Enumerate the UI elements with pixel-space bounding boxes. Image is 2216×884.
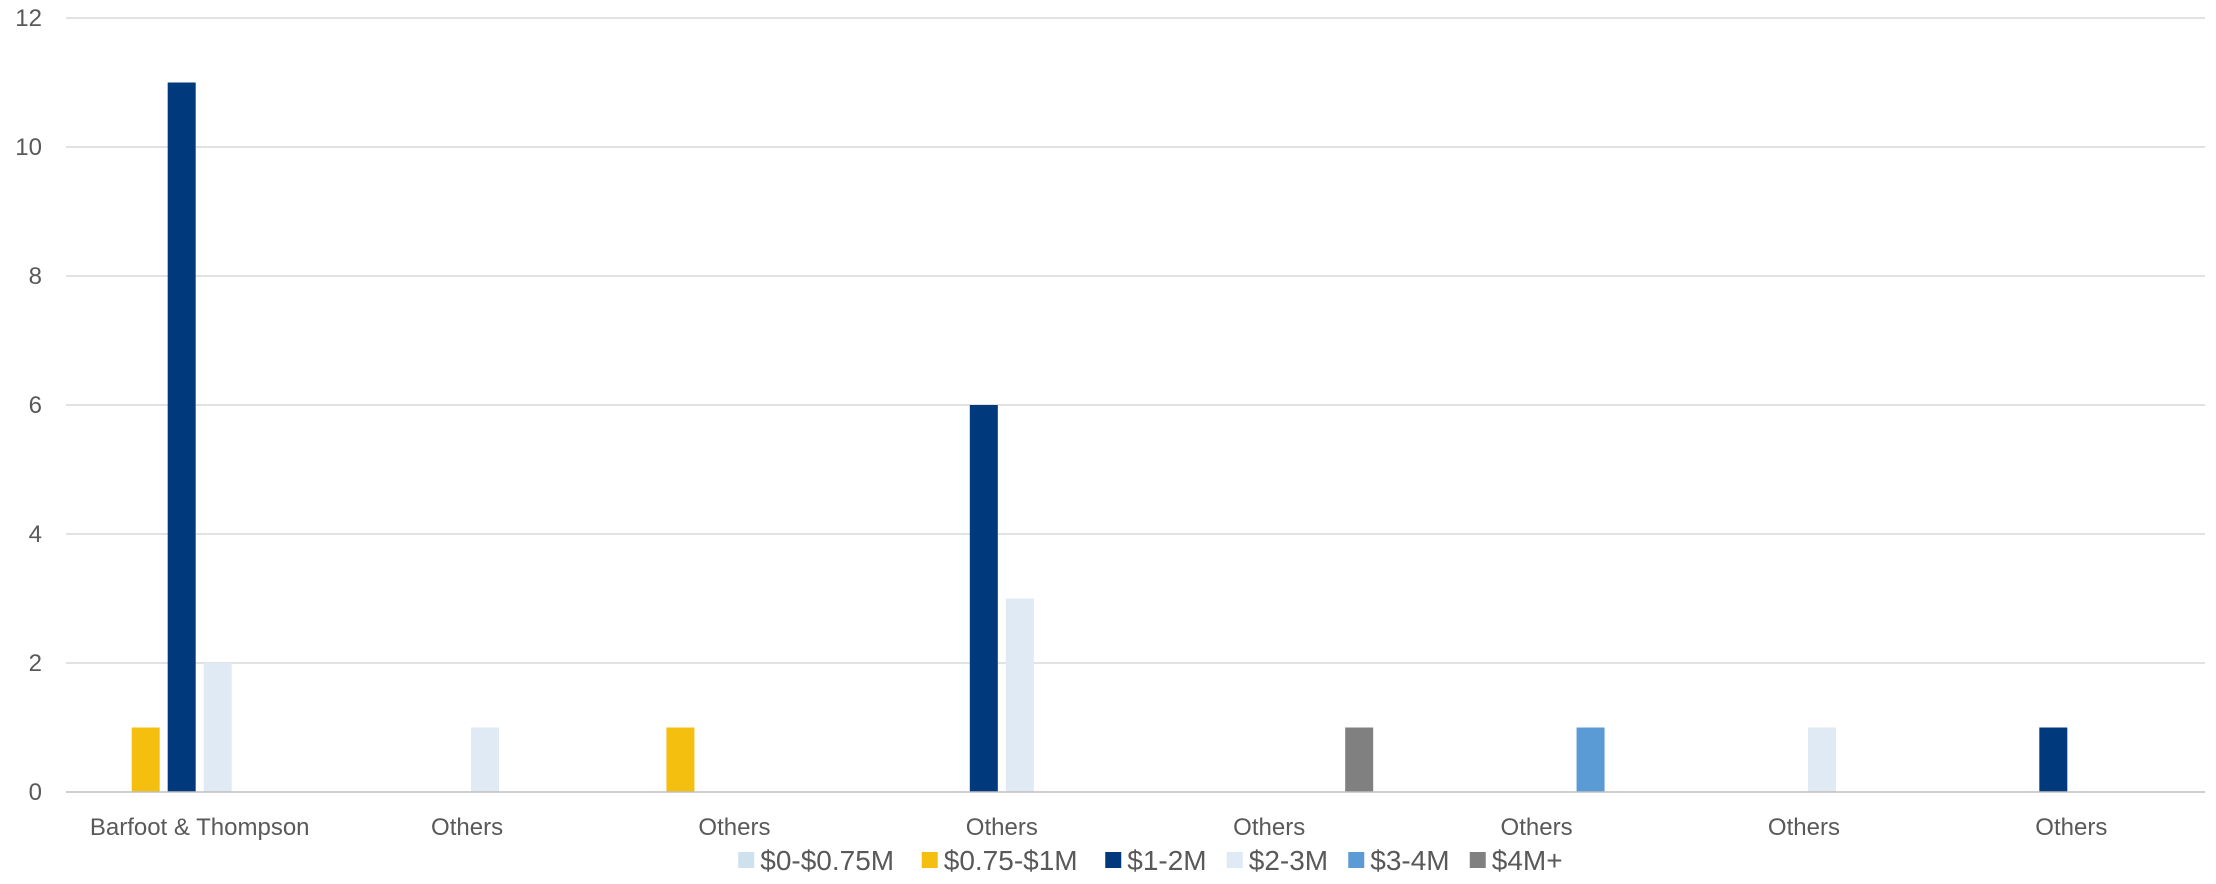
x-axis-ticks: Barfoot & Thompson Others Others Others Othe… — [90, 814, 2107, 841]
bar — [203, 663, 232, 792]
bar — [1345, 727, 1374, 792]
legend: $0-$0.75M $0.75-$1M $1-2M $2-3M $3-4M $4M+ — [738, 845, 1563, 876]
x-tick-label: Others — [431, 814, 503, 841]
gridlines — [66, 17, 2205, 664]
bar — [1807, 727, 1836, 792]
legend-swatch — [1348, 852, 1365, 868]
y-tick-label: 4 — [29, 521, 42, 548]
legend-swatch — [1226, 852, 1243, 868]
bar — [131, 727, 160, 792]
y-tick-label: 8 — [29, 263, 42, 290]
y-tick-label: 6 — [29, 392, 42, 419]
bars — [131, 82, 2068, 792]
y-tick-label: 10 — [15, 134, 42, 161]
legend-item: $1-2M — [1105, 845, 1207, 876]
legend-swatch — [738, 852, 755, 868]
legend-swatch — [1469, 852, 1486, 868]
x-tick-label: Others — [698, 814, 770, 841]
x-tick-label: Others — [966, 814, 1038, 841]
legend-item: $4M+ — [1469, 845, 1563, 876]
legend-item: $0.75-$1M — [921, 845, 1078, 876]
bar — [2039, 727, 2068, 792]
x-tick-label: Others — [1233, 814, 1305, 841]
legend-label: $2-3M — [1249, 845, 1328, 876]
x-tick-label: Others — [2035, 814, 2107, 841]
y-tick-label: 2 — [29, 650, 42, 677]
legend-label: $3-4M — [1370, 845, 1449, 876]
bar — [167, 82, 196, 792]
legend-swatch — [1105, 852, 1122, 868]
y-tick-label: 0 — [29, 779, 42, 806]
y-axis-ticks: 0 2 4 6 8 10 12 — [15, 5, 42, 806]
bar — [1576, 727, 1605, 792]
legend-item: $2-3M — [1226, 845, 1328, 876]
x-tick-label: Others — [1501, 814, 1573, 841]
bar — [1005, 598, 1034, 792]
legend-item: $3-4M — [1348, 845, 1450, 876]
legend-label: $0.75-$1M — [944, 845, 1078, 876]
bar — [471, 727, 500, 792]
legend-swatch — [921, 852, 938, 868]
y-tick-label: 12 — [15, 5, 42, 32]
bar — [969, 405, 998, 792]
bar — [666, 727, 695, 792]
x-tick-label: Barfoot & Thompson — [90, 814, 310, 841]
legend-label: $0-$0.75M — [760, 845, 894, 876]
legend-item: $0-$0.75M — [738, 845, 894, 876]
x-tick-label: Others — [1768, 814, 1840, 841]
legend-label: $1-2M — [1127, 845, 1206, 876]
legend-label: $4M+ — [1492, 845, 1563, 876]
